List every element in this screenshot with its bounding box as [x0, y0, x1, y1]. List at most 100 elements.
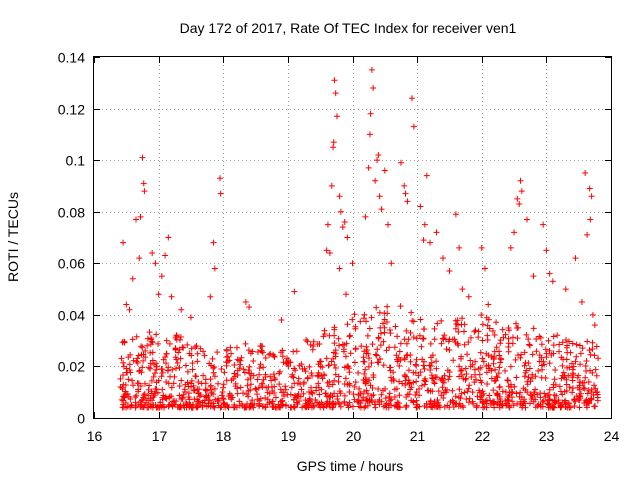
data-point	[280, 393, 287, 400]
data-point	[144, 335, 151, 342]
data-point	[345, 404, 352, 411]
data-point	[341, 392, 348, 399]
data-point	[237, 357, 244, 364]
data-point	[554, 332, 561, 339]
data-point	[346, 389, 353, 396]
data-point	[240, 366, 247, 373]
data-point	[434, 320, 441, 327]
data-point	[154, 389, 161, 396]
data-point	[230, 404, 237, 411]
data-point	[175, 349, 182, 356]
data-point	[133, 216, 140, 223]
data-point	[543, 350, 550, 357]
data-point	[463, 371, 470, 378]
data-point	[563, 356, 570, 363]
data-point	[319, 401, 326, 408]
data-point	[471, 366, 478, 373]
data-point	[559, 362, 566, 369]
data-point	[256, 365, 263, 372]
data-point	[403, 403, 410, 410]
data-point	[182, 362, 189, 369]
data-point	[423, 172, 430, 179]
data-point	[573, 353, 580, 360]
x-tick-label: 19	[281, 428, 297, 444]
data-point	[583, 367, 590, 374]
data-point	[155, 291, 162, 298]
data-point	[523, 367, 530, 374]
data-point	[264, 389, 271, 396]
data-point	[514, 335, 521, 342]
data-point	[329, 393, 336, 400]
data-point	[247, 387, 254, 394]
data-point	[397, 159, 404, 166]
data-point	[145, 386, 152, 393]
data-point	[364, 402, 371, 409]
data-point	[277, 349, 284, 356]
data-point	[125, 393, 132, 400]
data-point	[245, 367, 252, 374]
data-point	[461, 389, 468, 396]
data-point	[352, 346, 359, 353]
data-point	[247, 381, 254, 388]
data-point	[591, 403, 598, 410]
data-point	[556, 383, 563, 390]
data-point	[123, 301, 130, 308]
data-point	[421, 403, 428, 410]
data-point	[384, 303, 391, 310]
data-point	[403, 327, 410, 334]
data-point	[578, 298, 585, 305]
data-point	[333, 113, 340, 120]
data-point	[206, 397, 213, 404]
x-tick-label: 20	[346, 428, 362, 444]
data-point	[212, 396, 219, 403]
data-point	[299, 404, 306, 411]
data-point	[393, 385, 400, 392]
data-point	[240, 390, 247, 397]
data-point	[326, 249, 333, 256]
data-point	[456, 363, 463, 370]
data-point	[391, 393, 398, 400]
data-point	[189, 366, 196, 373]
data-point	[381, 167, 388, 174]
data-point	[187, 314, 194, 321]
data-point	[290, 403, 297, 410]
data-point	[303, 336, 310, 343]
data-point	[513, 374, 520, 381]
data-point	[442, 336, 449, 343]
data-point	[444, 386, 451, 393]
data-point	[455, 394, 462, 401]
data-point	[170, 398, 177, 405]
data-point	[557, 402, 564, 409]
data-point	[246, 304, 253, 311]
data-point	[347, 332, 354, 339]
data-point	[291, 288, 298, 295]
data-point	[541, 390, 548, 397]
data-point	[563, 344, 570, 351]
data-point	[147, 365, 154, 372]
data-point	[377, 330, 384, 337]
data-point	[247, 350, 254, 357]
data-point	[387, 374, 394, 381]
data-point	[120, 239, 127, 246]
data-point	[335, 373, 342, 380]
data-point	[310, 338, 317, 345]
data-point	[408, 309, 415, 316]
data-point	[126, 367, 133, 374]
data-point	[484, 381, 491, 388]
data-point	[385, 221, 392, 228]
data-point	[302, 368, 309, 375]
data-point	[135, 401, 142, 408]
data-point	[293, 348, 300, 355]
data-point	[147, 341, 154, 348]
data-point	[254, 376, 261, 383]
data-point	[507, 363, 514, 370]
data-point	[513, 390, 520, 397]
data-point	[405, 377, 412, 384]
data-point	[330, 144, 337, 151]
data-point	[360, 354, 367, 361]
data-point	[494, 374, 501, 381]
y-tick-label: 0.1	[66, 153, 86, 169]
data-point	[203, 394, 210, 401]
data-point	[290, 374, 297, 381]
data-point	[378, 206, 385, 213]
